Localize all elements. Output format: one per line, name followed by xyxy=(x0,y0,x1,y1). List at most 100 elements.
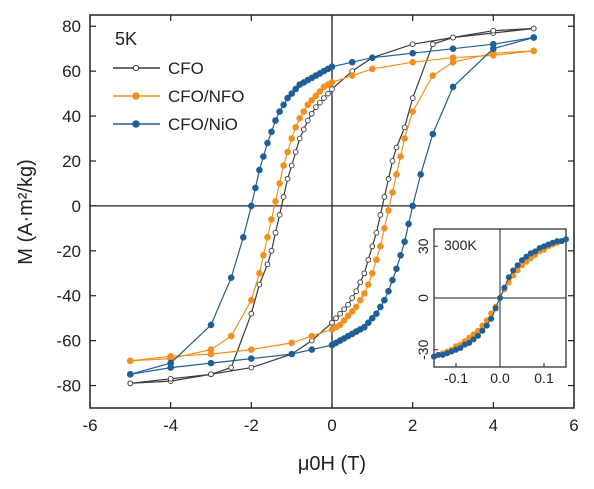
legend-label: CFO/NiO xyxy=(168,115,238,134)
data-point xyxy=(272,117,279,124)
y-tick-label: 40 xyxy=(62,107,81,126)
y-tick-label: 20 xyxy=(62,152,81,171)
y-tick-label: -80 xyxy=(56,377,81,396)
inset-data-point xyxy=(519,262,525,269)
data-point xyxy=(417,171,425,178)
data-point xyxy=(280,162,287,169)
inset-y-tick-label: 0 xyxy=(415,294,431,302)
data-point xyxy=(288,135,296,142)
data-point xyxy=(364,281,372,288)
inset-data-point xyxy=(475,327,481,334)
data-point xyxy=(304,117,311,124)
inset-data-point xyxy=(488,315,495,322)
series-line-lower xyxy=(130,50,534,362)
inset-data-point xyxy=(483,322,490,329)
data-point xyxy=(260,153,267,160)
data-point xyxy=(381,225,388,232)
data-point xyxy=(296,135,303,142)
data-point xyxy=(348,72,356,79)
data-point xyxy=(409,108,417,115)
data-point xyxy=(333,315,339,322)
data-point xyxy=(248,310,255,317)
legend-label: CFO xyxy=(168,59,204,78)
data-point xyxy=(127,357,134,365)
data-point xyxy=(248,296,255,304)
data-point xyxy=(389,276,396,284)
inset-y-tick-label: -30 xyxy=(415,339,431,359)
y-axis-title: M (A·m²/kg) xyxy=(15,159,37,265)
data-point xyxy=(348,308,356,315)
data-point xyxy=(345,301,351,308)
data-point xyxy=(276,180,283,187)
y-tick-label: 80 xyxy=(62,17,81,36)
inset-series-group xyxy=(431,236,569,360)
legend-swatch-marker xyxy=(132,92,140,100)
inset-data-point xyxy=(479,322,486,329)
data-point xyxy=(300,126,307,133)
x-tick-label: 2 xyxy=(408,416,417,435)
x-tick-label: 6 xyxy=(569,416,578,435)
data-point xyxy=(288,162,295,169)
series-cfo xyxy=(127,25,537,387)
inset-data-point xyxy=(519,257,525,264)
data-point xyxy=(308,97,316,104)
data-point xyxy=(369,243,376,250)
y-tick-label: 60 xyxy=(62,62,81,81)
inset-ticks: -0.1 0.0 0.1 -30 0 30 xyxy=(415,238,554,386)
data-point xyxy=(284,148,291,156)
data-point xyxy=(393,171,400,178)
data-point xyxy=(352,303,360,311)
legend-swatch-marker xyxy=(132,120,140,128)
data-point xyxy=(284,176,291,182)
data-point xyxy=(316,88,324,95)
data-point xyxy=(373,256,380,264)
data-point xyxy=(377,243,384,250)
data-point xyxy=(264,261,271,268)
data-point xyxy=(530,34,538,41)
data-point xyxy=(377,303,384,311)
data-point xyxy=(272,198,279,205)
y-tick-label: -40 xyxy=(56,287,81,306)
data-point xyxy=(368,269,376,277)
x-axis-title: μ0H (T) xyxy=(298,453,366,475)
data-point xyxy=(368,54,376,62)
data-point xyxy=(405,220,412,228)
data-point xyxy=(288,90,296,97)
data-point xyxy=(361,270,368,277)
data-point xyxy=(264,234,271,241)
inset-data-point xyxy=(475,332,481,339)
data-point xyxy=(252,184,259,192)
inset-data-point xyxy=(514,262,521,269)
data-point xyxy=(341,306,347,313)
inset-data-point xyxy=(554,238,561,245)
data-point xyxy=(409,41,416,48)
data-point xyxy=(296,115,304,122)
data-point xyxy=(368,65,376,73)
data-point xyxy=(228,364,235,371)
inset-data-point xyxy=(532,248,539,255)
data-point xyxy=(127,380,134,387)
data-point xyxy=(127,370,134,378)
inset-plot: -0.1 0.0 0.1 -30 0 30 300K xyxy=(415,228,569,386)
data-point xyxy=(280,101,287,109)
data-point xyxy=(207,359,215,367)
data-point xyxy=(409,58,417,66)
data-point xyxy=(409,49,417,57)
data-point xyxy=(288,350,296,358)
inset-data-point xyxy=(563,236,569,243)
data-point xyxy=(385,207,392,214)
data-point xyxy=(368,314,376,322)
data-point xyxy=(227,274,235,282)
data-point xyxy=(167,364,174,371)
data-point xyxy=(356,296,364,304)
data-point xyxy=(329,319,335,326)
data-point xyxy=(207,321,215,329)
data-point xyxy=(328,63,336,70)
data-point xyxy=(207,350,215,358)
data-point xyxy=(377,212,384,218)
inset-data-point xyxy=(466,339,473,346)
data-point xyxy=(337,310,343,317)
data-point xyxy=(276,212,283,218)
data-point xyxy=(308,346,316,353)
x-tick-label: -2 xyxy=(244,416,259,435)
